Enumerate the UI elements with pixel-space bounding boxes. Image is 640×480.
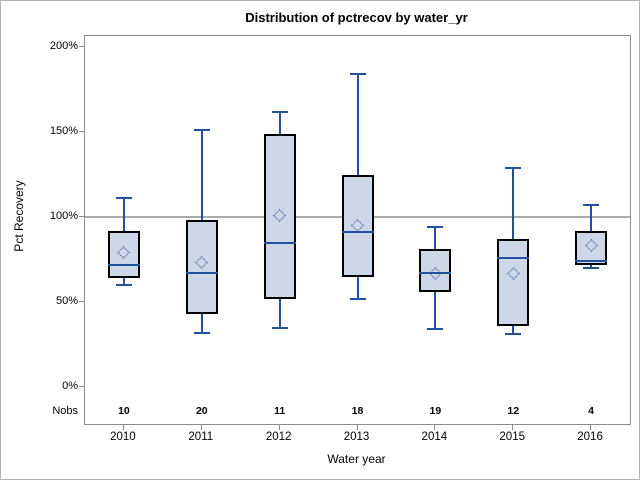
whisker-cap-max-2012 — [271, 110, 288, 113]
x-tick-mark — [356, 424, 358, 430]
whisker-cap-max-2016 — [583, 204, 600, 207]
x-tick-mark — [434, 424, 436, 430]
iqr-box-2014 — [419, 249, 452, 292]
whisker-cap-min-2014 — [427, 328, 444, 331]
nobs-value-2014: 19 — [429, 405, 442, 417]
y-tick-mark — [79, 216, 84, 217]
y-tick-label: 100% — [49, 210, 78, 222]
median-2014 — [419, 272, 452, 275]
x-tick-mark — [512, 424, 514, 430]
iqr-box-2012 — [263, 133, 296, 299]
x-tick-label-2013: 2013 — [343, 431, 370, 443]
plot-area: 10 20 11 18 19 12 4 — [84, 35, 631, 425]
x-tick-label-2014: 2014 — [421, 431, 448, 443]
x-tick-label-2015: 2015 — [499, 431, 525, 443]
median-2016 — [575, 260, 608, 263]
whisker-cap-min-2012 — [271, 326, 288, 329]
x-tick-label-2016: 2016 — [577, 431, 603, 443]
median-2010 — [107, 263, 140, 266]
nobs-value-2011: 20 — [195, 405, 208, 417]
x-tick-label-2011: 2011 — [188, 431, 214, 443]
y-axis-label: Pct Recovery — [12, 180, 26, 252]
iqr-box-2013 — [341, 174, 374, 277]
x-tick-mark — [590, 424, 592, 430]
iqr-box-2011 — [185, 220, 218, 314]
iqr-box-2015 — [497, 239, 530, 326]
y-tick-mark — [79, 46, 84, 47]
chart-title: Distribution of pctrecov by water_yr — [245, 10, 468, 25]
x-tick-mark — [200, 424, 202, 430]
nobs-value-2010: 10 — [118, 405, 130, 417]
y-tick-mark — [79, 301, 84, 302]
nobs-row-label: Nobs — [52, 405, 78, 417]
x-tick-mark — [122, 424, 124, 430]
iqr-box-2010 — [107, 230, 140, 279]
whisker-cap-max-2015 — [505, 166, 522, 169]
nobs-value-2015: 12 — [507, 405, 520, 417]
median-2012 — [263, 241, 296, 244]
y-tick-label: 200% — [49, 40, 78, 52]
x-axis-label: Water year — [327, 452, 386, 466]
y-tick-mark — [79, 386, 84, 387]
whisker-cap-min-2010 — [115, 284, 132, 286]
y-tick-label: 0% — [62, 380, 78, 392]
iqr-box-2016 — [575, 230, 608, 265]
median-2015 — [497, 256, 530, 259]
y-tick-label: 150% — [49, 125, 78, 137]
nobs-value-2013: 18 — [351, 405, 364, 417]
whisker-cap-max-2010 — [115, 197, 132, 200]
x-tick-label-2010: 2010 — [110, 431, 136, 443]
whisker-cap-min-2011 — [193, 331, 210, 334]
nobs-value-2016: 4 — [588, 405, 594, 417]
x-tick-mark — [278, 424, 280, 430]
nobs-value-2012: 11 — [274, 405, 286, 417]
median-2011 — [185, 272, 218, 275]
whisker-cap-max-2013 — [349, 73, 366, 76]
whisker-cap-min-2015 — [505, 333, 522, 336]
whisker-cap-min-2013 — [349, 297, 366, 300]
x-tick-label-2012: 2012 — [265, 431, 292, 443]
whisker-cap-max-2011 — [193, 129, 210, 132]
y-tick-mark — [79, 131, 84, 132]
whisker-cap-min-2016 — [583, 267, 600, 269]
median-2013 — [341, 231, 374, 234]
whisker-cap-max-2014 — [427, 226, 444, 229]
y-tick-label: 50% — [55, 295, 78, 307]
